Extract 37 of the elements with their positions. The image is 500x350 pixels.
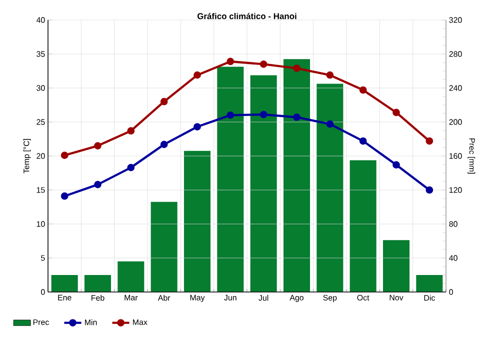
bar bbox=[283, 59, 310, 292]
bar bbox=[382, 240, 410, 292]
point bbox=[293, 114, 300, 121]
bar bbox=[350, 160, 376, 292]
bar bbox=[217, 66, 244, 292]
bar bbox=[51, 275, 78, 292]
bar bbox=[184, 150, 211, 292]
point bbox=[60, 152, 68, 160]
bar bbox=[316, 84, 344, 292]
point bbox=[160, 98, 168, 106]
chart-title: Gráfico climático - Hanoi bbox=[197, 12, 296, 20]
point bbox=[359, 137, 367, 145]
point bbox=[160, 140, 168, 148]
bar bbox=[84, 275, 112, 292]
point bbox=[94, 180, 102, 188]
point bbox=[392, 161, 400, 169]
point bbox=[226, 112, 234, 119]
point bbox=[392, 108, 400, 116]
point bbox=[260, 110, 268, 118]
point bbox=[194, 71, 201, 79]
point bbox=[293, 64, 300, 72]
point bbox=[260, 60, 268, 68]
bar bbox=[416, 275, 443, 292]
bar bbox=[250, 75, 277, 292]
point bbox=[226, 58, 234, 66]
point bbox=[326, 71, 334, 79]
point bbox=[94, 142, 102, 150]
bar bbox=[150, 202, 178, 292]
point bbox=[426, 186, 434, 194]
point bbox=[127, 127, 135, 135]
point bbox=[60, 192, 68, 200]
point bbox=[359, 86, 367, 94]
point bbox=[127, 164, 135, 172]
point bbox=[326, 120, 334, 128]
bar bbox=[118, 261, 144, 292]
point bbox=[194, 123, 201, 130]
point bbox=[426, 137, 434, 145]
